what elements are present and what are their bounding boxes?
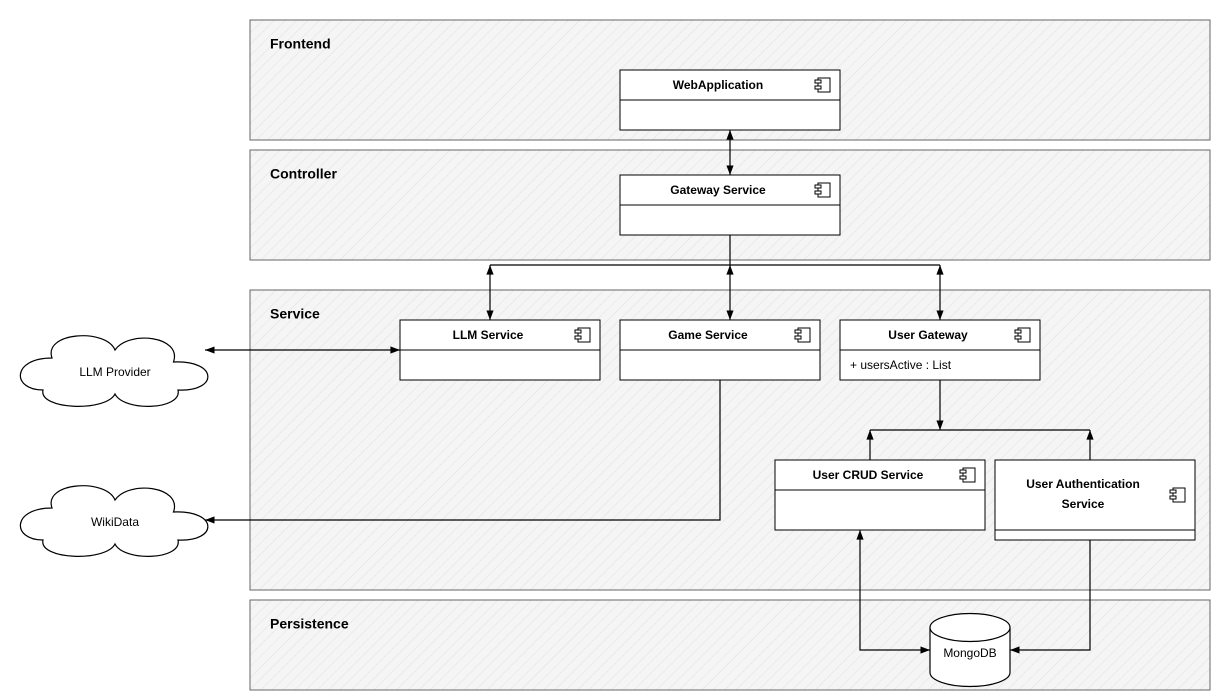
database-mongo: MongoDB — [930, 614, 1010, 687]
component-label-usergw: User Gateway — [888, 328, 968, 342]
database-label: MongoDB — [943, 646, 996, 660]
component-attr-usergw: + usersActive : List — [850, 358, 952, 372]
component-label-gateway: Gateway Service — [670, 183, 766, 197]
cloud-label-wikidata: WikiData — [91, 515, 139, 529]
component-llm: LLM Service — [400, 320, 600, 380]
component-label-llm: LLM Service — [453, 328, 524, 342]
component-game: Game Service — [620, 320, 820, 380]
component-label-webapp: WebApplication — [673, 78, 763, 92]
component-auth: User Authentication Service — [995, 460, 1195, 540]
layer-persistence: Persistence — [250, 600, 1210, 690]
component-label-auth-line2: Service — [1062, 497, 1105, 511]
layer-label-controller: Controller — [270, 166, 337, 182]
component-label-crud: User CRUD Service — [813, 468, 924, 482]
component-label-auth-line1: User Authentication — [1026, 477, 1140, 491]
component-label-game: Game Service — [668, 328, 748, 342]
layer-label-frontend: Frontend — [270, 36, 331, 52]
clouds: LLM Provider WikiData — [20, 336, 207, 557]
cloud-label-llmprov: LLM Provider — [79, 365, 150, 379]
component-usergw: User Gateway + usersActive : List — [840, 320, 1040, 380]
layer-label-service: Service — [270, 306, 320, 322]
component-gateway: Gateway Service — [620, 175, 840, 235]
cloud-llmprov: LLM Provider — [20, 336, 207, 407]
component-webapp: WebApplication — [620, 70, 840, 130]
component-crud: User CRUD Service — [775, 460, 985, 530]
cloud-wikidata: WikiData — [20, 486, 207, 557]
layer-label-persistence: Persistence — [270, 616, 349, 632]
